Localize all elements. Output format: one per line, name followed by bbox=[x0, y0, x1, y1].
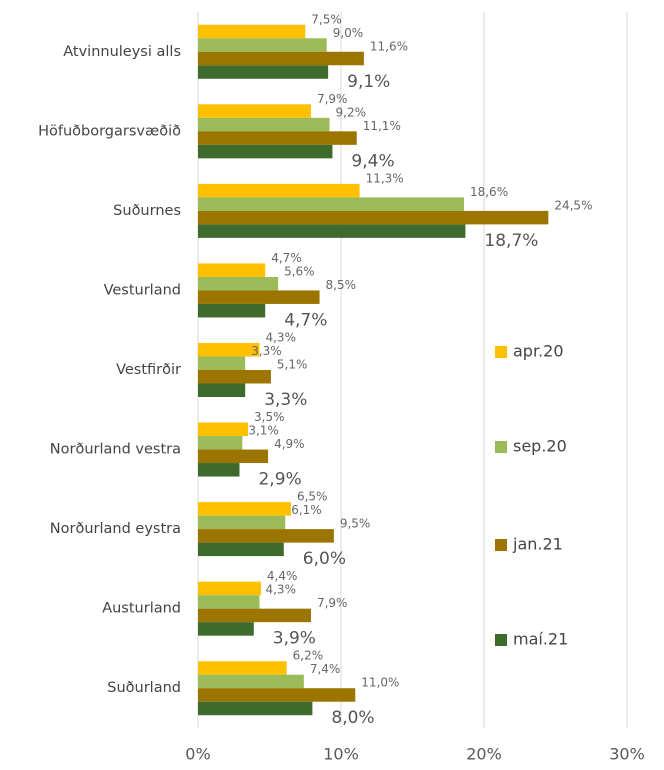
value-label: 4,4% bbox=[267, 569, 298, 583]
value-label: 18,6% bbox=[470, 185, 508, 199]
legend-label: sep.20 bbox=[513, 437, 567, 456]
legend-swatch bbox=[495, 539, 507, 551]
bar bbox=[198, 688, 356, 702]
value-label: 5,6% bbox=[284, 264, 315, 278]
value-label: 3,9% bbox=[273, 629, 316, 649]
legend-label: apr.20 bbox=[513, 342, 564, 361]
value-label: 7,5% bbox=[311, 12, 342, 26]
category-label: Norðurland vestra bbox=[50, 442, 181, 458]
bar bbox=[198, 263, 266, 277]
value-label: 7,9% bbox=[317, 596, 348, 610]
bar bbox=[198, 463, 240, 477]
x-tick-label: 20% bbox=[466, 745, 502, 764]
value-label: 4,7% bbox=[284, 310, 327, 330]
category-label: Norðurland eystra bbox=[50, 521, 181, 537]
bar bbox=[198, 370, 271, 384]
value-label: 2,9% bbox=[258, 470, 301, 490]
value-label: 4,3% bbox=[265, 583, 296, 597]
bar bbox=[198, 343, 260, 357]
value-label: 3,1% bbox=[248, 424, 279, 438]
bar bbox=[198, 436, 243, 450]
value-label: 4,9% bbox=[274, 437, 305, 451]
bar bbox=[198, 290, 320, 304]
value-label: 3,3% bbox=[264, 390, 307, 410]
value-label: 9,1% bbox=[347, 72, 390, 92]
value-label: 9,2% bbox=[336, 105, 367, 119]
legend-swatch bbox=[495, 441, 507, 453]
category-label: Höfuðborgarsvæðið bbox=[38, 123, 181, 139]
value-label: 11,6% bbox=[370, 39, 408, 53]
legend-label: maí.21 bbox=[513, 630, 568, 649]
value-label: 5,1% bbox=[277, 358, 308, 372]
legend-label: jan.21 bbox=[512, 535, 563, 554]
bar bbox=[198, 38, 327, 52]
bar bbox=[198, 24, 306, 39]
bar bbox=[198, 356, 246, 370]
value-label: 3,3% bbox=[251, 344, 282, 358]
value-label: 7,9% bbox=[317, 92, 348, 106]
value-label: 18,7% bbox=[484, 231, 538, 251]
bar bbox=[198, 197, 464, 211]
value-label: 9,4% bbox=[351, 151, 394, 171]
bar bbox=[198, 65, 329, 79]
value-label: 3,5% bbox=[254, 410, 284, 424]
bar bbox=[198, 117, 330, 132]
bar bbox=[198, 701, 313, 716]
bar bbox=[198, 276, 279, 291]
legend-swatch bbox=[495, 346, 507, 358]
x-tick-label: 30% bbox=[609, 745, 645, 764]
bar bbox=[198, 183, 360, 198]
bar bbox=[198, 422, 249, 437]
category-label: Atvinnuleysi alls bbox=[63, 44, 181, 60]
value-label: 4,3% bbox=[265, 331, 296, 345]
value-label: 11,1% bbox=[363, 119, 401, 133]
bar bbox=[198, 383, 246, 397]
value-label: 6,1% bbox=[291, 503, 322, 517]
x-tick-label: 10% bbox=[323, 745, 359, 764]
bar bbox=[198, 674, 304, 689]
category-label: Suðurnes bbox=[113, 203, 181, 219]
bar bbox=[198, 661, 287, 675]
category-label: Vestfirðir bbox=[116, 362, 181, 378]
value-label: 24,5% bbox=[554, 198, 592, 212]
bar bbox=[198, 608, 311, 623]
category-label: Vesturland bbox=[104, 282, 181, 298]
bar bbox=[198, 104, 311, 118]
bar bbox=[198, 542, 284, 557]
category-label: Austurland bbox=[102, 601, 181, 617]
bar bbox=[198, 581, 261, 596]
value-label: 6,0% bbox=[303, 549, 346, 569]
bar bbox=[198, 144, 333, 159]
value-label: 6,2% bbox=[293, 649, 324, 663]
value-label: 4,7% bbox=[271, 251, 302, 265]
value-label: 8,5% bbox=[326, 278, 357, 292]
bar bbox=[198, 515, 286, 530]
bar bbox=[198, 224, 466, 238]
bar bbox=[198, 502, 291, 516]
category-label: Suðurland bbox=[107, 680, 181, 696]
value-label: 9,5% bbox=[340, 517, 371, 531]
legend-swatch bbox=[495, 634, 507, 646]
bar bbox=[198, 622, 254, 636]
bar bbox=[198, 449, 269, 464]
bar bbox=[198, 529, 334, 543]
x-tick-label: 0% bbox=[185, 745, 210, 764]
value-label: 11,3% bbox=[366, 171, 404, 185]
value-label: 6,5% bbox=[297, 490, 328, 504]
value-label: 7,4% bbox=[310, 662, 341, 676]
value-label: 9,0% bbox=[333, 26, 364, 40]
value-label: 11,0% bbox=[361, 676, 399, 690]
bar bbox=[198, 51, 364, 66]
bar bbox=[198, 595, 260, 609]
bar bbox=[198, 131, 357, 145]
bar bbox=[198, 303, 266, 318]
value-label: 8,0% bbox=[331, 708, 374, 728]
bar bbox=[198, 210, 549, 225]
